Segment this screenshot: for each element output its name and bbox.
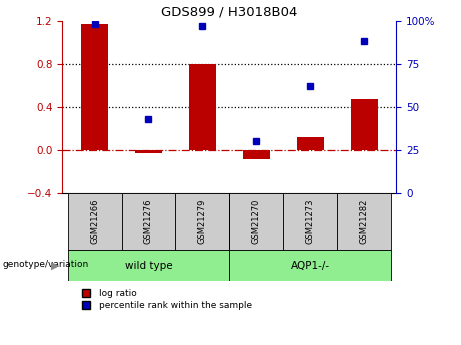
Bar: [283, 193, 337, 250]
Bar: [135, 150, 162, 153]
Text: ▶: ▶: [51, 261, 59, 270]
Text: GSM21270: GSM21270: [252, 199, 261, 244]
Text: GSM21276: GSM21276: [144, 199, 153, 244]
Bar: [351, 99, 378, 150]
Bar: [68, 250, 229, 281]
Bar: [230, 193, 283, 250]
Text: GSM21273: GSM21273: [306, 199, 315, 244]
Bar: [68, 193, 122, 250]
Bar: [122, 193, 176, 250]
Bar: [297, 137, 324, 150]
Bar: [243, 150, 270, 159]
Bar: [176, 193, 229, 250]
Text: GSM21282: GSM21282: [360, 199, 369, 244]
Bar: [81, 24, 108, 150]
Text: GSM21279: GSM21279: [198, 199, 207, 244]
Text: genotype/variation: genotype/variation: [2, 259, 89, 269]
Title: GDS899 / H3018B04: GDS899 / H3018B04: [161, 5, 297, 18]
Text: GSM21266: GSM21266: [90, 199, 99, 244]
Bar: [189, 64, 216, 150]
Text: wild type: wild type: [124, 261, 172, 270]
Bar: [230, 250, 391, 281]
Legend: log ratio, percentile rank within the sample: log ratio, percentile rank within the sa…: [73, 286, 255, 314]
Bar: [337, 193, 391, 250]
Text: AQP1-/-: AQP1-/-: [290, 261, 330, 270]
